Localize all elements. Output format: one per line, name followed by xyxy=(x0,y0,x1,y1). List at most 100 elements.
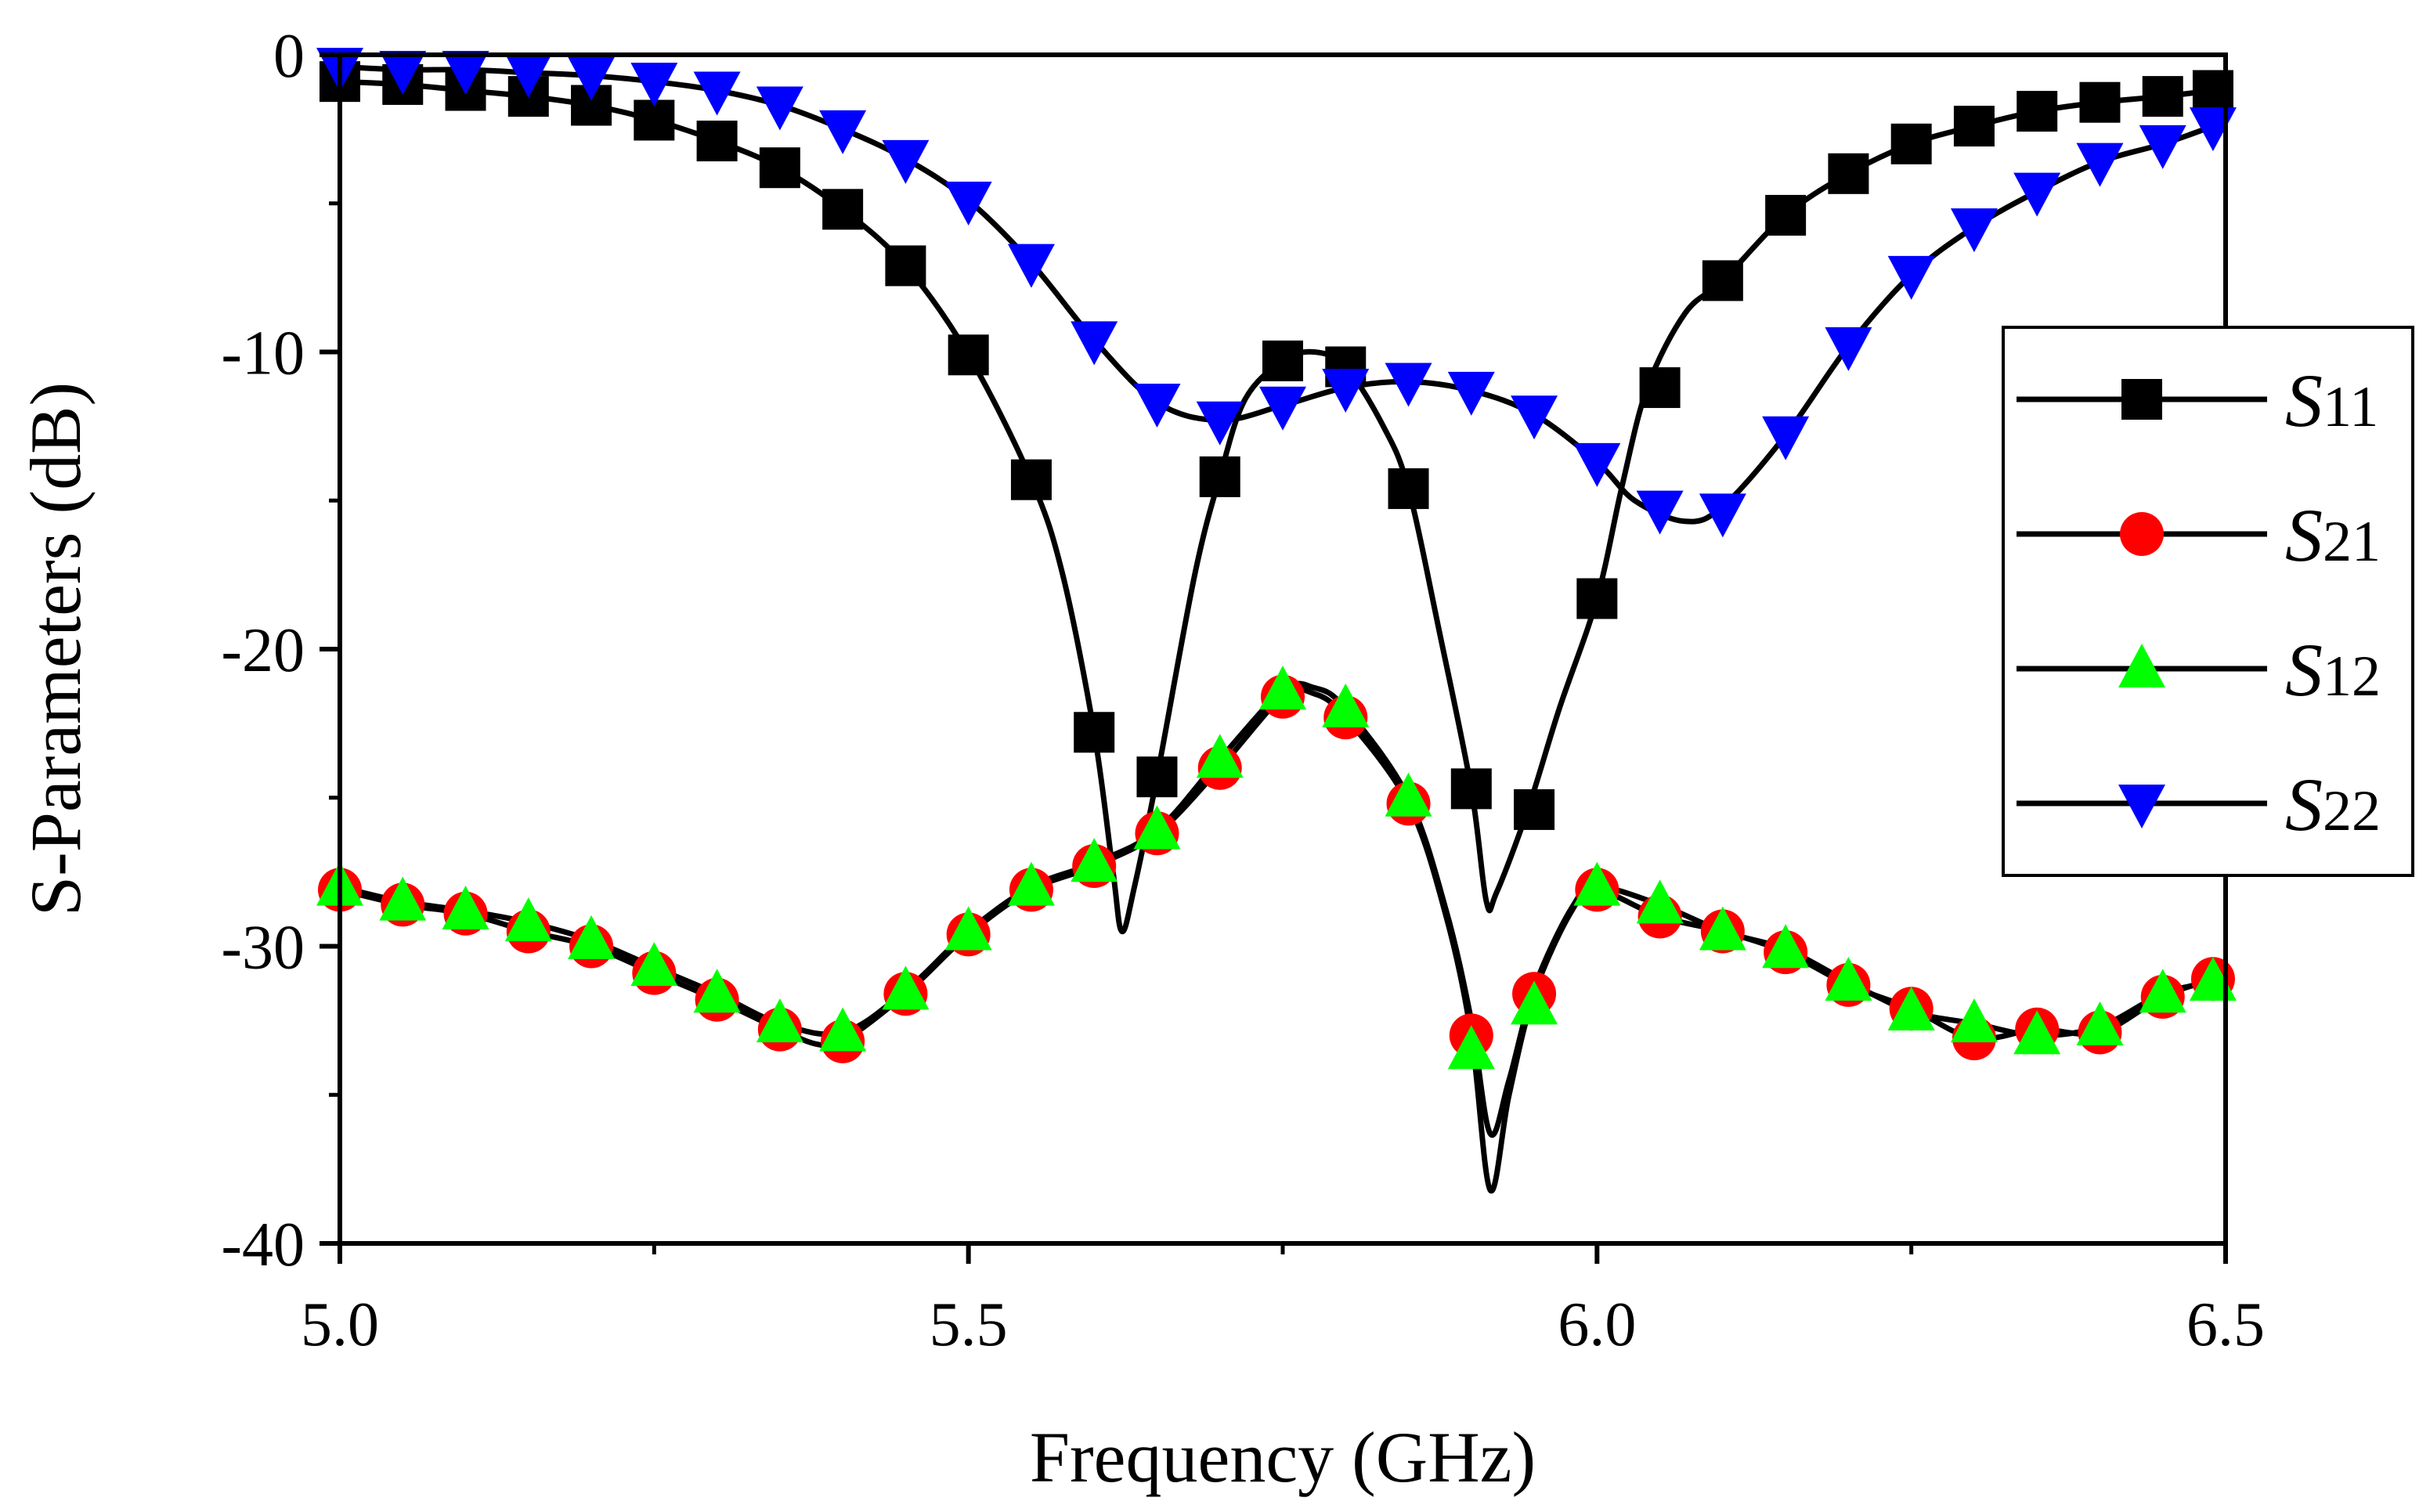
marker-s11 xyxy=(634,99,675,141)
marker-s11 xyxy=(1450,768,1492,810)
marker-s12 xyxy=(442,885,489,929)
marker-s22 xyxy=(1511,395,1558,440)
marker-s22 xyxy=(1636,490,1684,535)
marker-s11 xyxy=(1702,260,1743,301)
plot-area-frame xyxy=(338,52,2228,1246)
legend-label: S22 xyxy=(2285,763,2381,846)
marker-s22 xyxy=(1825,327,1872,371)
marker-s22 xyxy=(2013,172,2061,217)
marker-s22 xyxy=(504,53,552,98)
marker-s12 xyxy=(1322,683,1370,727)
marker-s22 xyxy=(944,181,992,226)
marker-s12 xyxy=(944,906,992,951)
marker-s22 xyxy=(1007,244,1055,288)
marker-s22 xyxy=(1762,416,1810,460)
marker-s22 xyxy=(1133,384,1181,428)
marker-s22 xyxy=(819,110,867,154)
x-tick-label: 6.0 xyxy=(1558,1290,1636,1359)
marker-s22 xyxy=(1447,371,1495,416)
marker-s11 xyxy=(1262,340,1303,381)
marker-s12 xyxy=(1699,906,1746,951)
marker-s11 xyxy=(885,245,926,287)
marker-s12 xyxy=(504,897,552,942)
x-axis-title: Frequency (GHz) xyxy=(1030,1417,1536,1497)
marker-s22 xyxy=(2076,143,2124,187)
marker-s11 xyxy=(948,334,989,376)
marker-s12 xyxy=(1950,998,1998,1043)
marker-s22 xyxy=(379,50,427,95)
marker-s22 xyxy=(1573,442,1621,487)
marker-s12 xyxy=(568,915,616,959)
legend-label: S11 xyxy=(2285,359,2378,442)
marker-s22 xyxy=(442,50,489,95)
marker-s11 xyxy=(759,147,800,189)
marker-s22 xyxy=(1071,321,1118,366)
legend-marker xyxy=(2120,512,2164,556)
marker-s22 xyxy=(1259,386,1306,431)
marker-s11 xyxy=(822,189,864,230)
legend-entry-s11: S11 xyxy=(2017,359,2378,442)
marker-s22 xyxy=(693,71,741,116)
marker-s22 xyxy=(2189,107,2237,152)
marker-s12 xyxy=(2013,1010,2061,1055)
marker-s12 xyxy=(756,998,803,1043)
marker-s11 xyxy=(1576,578,1618,619)
legend-box xyxy=(2002,326,2414,877)
marker-s12 xyxy=(1573,861,1621,906)
y-tick-label: -30 xyxy=(221,914,305,983)
marker-s11 xyxy=(1388,468,1429,510)
marker-s12 xyxy=(2139,969,2186,1013)
marker-s12 xyxy=(1511,980,1558,1025)
marker-s12 xyxy=(1762,924,1810,969)
series-curves xyxy=(337,63,2216,1194)
legend-marker xyxy=(2118,644,2165,687)
marker-s11 xyxy=(1010,459,1052,500)
marker-s11 xyxy=(1890,123,1932,164)
axes: 5.0 5.5 6.0 6.5 0 -10 -20 -30 -40 xyxy=(221,22,2265,1359)
legend-marker xyxy=(2121,379,2162,420)
marker-s12 xyxy=(882,965,930,1010)
marker-s11 xyxy=(1074,712,1115,753)
y-tick-label: -10 xyxy=(221,319,305,388)
marker-s12 xyxy=(1825,957,1872,1001)
legend-label: S21 xyxy=(2285,493,2381,577)
legend-entry-s22: S22 xyxy=(2017,763,2381,846)
marker-s12 xyxy=(1196,734,1244,778)
marker-s22 xyxy=(1196,401,1244,446)
marker-s12 xyxy=(1447,1025,1495,1070)
series-markers xyxy=(316,48,2237,1070)
marker-s22 xyxy=(1887,255,1935,300)
markers-s12 xyxy=(316,666,2237,1070)
legend-marker xyxy=(2118,785,2165,828)
legend-label: S12 xyxy=(2285,628,2381,712)
y-tick-label: -20 xyxy=(221,616,305,685)
marker-s11 xyxy=(1765,194,1807,236)
marker-s12 xyxy=(819,1007,867,1052)
series-line-s21 xyxy=(337,686,2216,1194)
marker-s11 xyxy=(1199,456,1240,497)
marker-s12 xyxy=(1636,879,1684,924)
marker-s22 xyxy=(1699,493,1746,538)
marker-s12 xyxy=(1007,861,1055,906)
marker-s22 xyxy=(568,56,616,101)
marker-s11 xyxy=(1828,153,1869,194)
marker-s11 xyxy=(2017,91,2058,132)
marker-s12 xyxy=(1887,986,1935,1030)
marker-s11 xyxy=(696,121,738,162)
marker-s11 xyxy=(1639,367,1681,409)
x-tick-label: 5.0 xyxy=(301,1290,379,1359)
legend: S11 S21 S12 S22 xyxy=(2002,326,2414,877)
marker-s22 xyxy=(2139,124,2186,169)
marker-s22 xyxy=(1385,363,1432,407)
marker-s11 xyxy=(1953,106,1995,147)
series-line-s12 xyxy=(337,680,2216,1139)
marker-s22 xyxy=(1950,208,1998,253)
markers-s22 xyxy=(316,48,2237,538)
marker-s12 xyxy=(2076,1001,2124,1045)
y-axis-title: S-Parameters (dB) xyxy=(16,382,96,916)
marker-s12 xyxy=(1133,805,1181,850)
legend-entry-s12: S12 xyxy=(2017,628,2381,712)
x-tick-label: 5.5 xyxy=(930,1290,1008,1359)
legend-entry-s21: S21 xyxy=(2017,493,2381,577)
